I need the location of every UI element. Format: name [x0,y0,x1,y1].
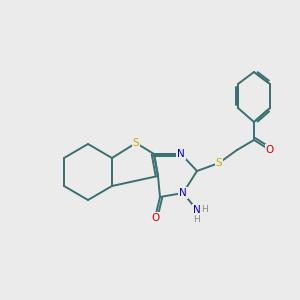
Text: N: N [193,205,201,215]
Text: S: S [216,158,222,168]
Text: N: N [177,149,185,159]
Text: H: H [194,215,200,224]
Text: O: O [151,213,159,223]
Text: N: N [179,188,187,198]
Text: H: H [202,206,208,214]
Text: O: O [266,145,274,155]
Text: S: S [133,138,139,148]
